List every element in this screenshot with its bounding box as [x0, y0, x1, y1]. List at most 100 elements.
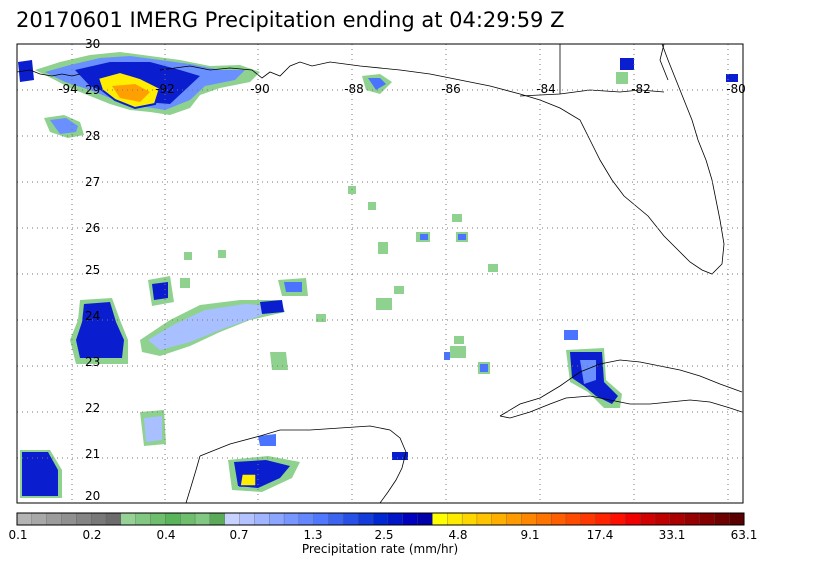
colorbar-label: 0.1 [8, 528, 28, 542]
lon-tick-label: -88 [344, 82, 364, 96]
colorbar-swatch [491, 512, 508, 526]
colorbar-swatch [180, 512, 196, 526]
colorbar-swatch [639, 512, 656, 526]
colorbar-swatch [254, 512, 270, 526]
colorbar-swatch [565, 512, 582, 526]
colorbar-swatch [654, 512, 671, 526]
colorbar-swatch [729, 512, 745, 526]
lat-tick-label: 30 [85, 37, 100, 51]
colorbar-swatch [417, 512, 433, 526]
colorbar-swatch [476, 512, 493, 526]
precip-cell [270, 352, 288, 370]
colorbar-swatch [536, 512, 552, 526]
colorbar-swatch [61, 512, 77, 526]
map-title: 20170601 IMERG Precipitation ending at 0… [16, 8, 565, 32]
lon-tick-label: -84 [536, 82, 556, 96]
colorbar-swatch [194, 512, 211, 526]
colorbar-swatch [610, 512, 626, 526]
colorbar-swatch [372, 512, 389, 526]
precip-cell [112, 84, 150, 102]
colorbar-swatch [402, 512, 419, 526]
colorbar-swatch [358, 512, 374, 526]
lon-tick-labels: -94 -92 -90 -88 -86 -84 -82 -80 [58, 82, 746, 96]
precip-cell [152, 282, 168, 300]
lat-tick-label: 22 [85, 401, 100, 415]
precip-cell [392, 452, 408, 460]
colorbar-swatch [135, 512, 152, 526]
precip-cell [616, 72, 628, 84]
colorbar-swatch [283, 512, 300, 526]
plot-frame [16, 43, 744, 504]
colorbar-swatch [387, 512, 404, 526]
colorbar-swatch [46, 512, 63, 526]
colorbar-swatch [714, 512, 730, 526]
colorbar-swatch [595, 512, 612, 526]
colorbar-swatch [120, 512, 137, 526]
lon-tick-label: -94 [58, 82, 78, 96]
precip-cell [620, 58, 634, 70]
lat-tick-label: 20 [85, 489, 100, 503]
colorbar-label: 1.3 [303, 528, 323, 542]
lat-tick-label: 21 [85, 447, 100, 461]
colorbar-swatch [91, 512, 107, 526]
colorbar-swatch [432, 512, 448, 526]
colorbar-label: 0.4 [156, 528, 176, 542]
colorbar-swatch [224, 512, 241, 526]
colorbar-label: 0.2 [82, 528, 102, 542]
colorbar-label: 4.8 [448, 528, 468, 542]
colorbar-swatch [521, 512, 537, 526]
colorbar-swatch [298, 512, 315, 526]
colorbar-label: 33.1 [658, 528, 686, 542]
coastline [17, 44, 743, 503]
colorbar-label: 9.1 [520, 528, 540, 542]
lon-tick-label: -82 [631, 82, 651, 96]
precip-cell [564, 330, 578, 340]
precip-cell [258, 434, 276, 446]
lat-tick-label: 27 [85, 175, 100, 189]
colorbar-swatch [447, 512, 463, 526]
colorbar-swatch [313, 512, 330, 526]
grid-lines [17, 44, 743, 503]
colorbar-swatch [269, 512, 285, 526]
precip-cell [284, 282, 302, 292]
precip-cell [144, 416, 162, 442]
lat-tick-labels: 30 29 28 27 26 25 24 23 22 21 20 [85, 37, 100, 503]
colorbar-swatch [625, 512, 641, 526]
colorbar-swatch [550, 512, 567, 526]
colorbar-swatch [684, 512, 701, 526]
colorbar-swatch [328, 512, 344, 526]
precip-cell [76, 302, 124, 358]
precip-layer [18, 52, 738, 498]
lat-tick-label: 26 [85, 221, 100, 235]
colorbar-swatch [461, 512, 478, 526]
precip-cell [148, 304, 275, 350]
precip-cell [368, 78, 386, 90]
colorbar-swatch [150, 512, 166, 526]
colorbar-swatch [76, 512, 92, 526]
precip-cell [239, 473, 257, 487]
colorbar-swatch [105, 512, 122, 526]
precip-cell [50, 118, 78, 134]
colorbar-label: 2.5 [374, 528, 394, 542]
colorbar-label: 17.4 [586, 528, 614, 542]
lat-tick-label: 29 [85, 83, 100, 97]
colorbar-frame [16, 512, 745, 526]
precip-cell [260, 300, 284, 314]
colorbar-swatch [669, 512, 686, 526]
lat-tick-label: 25 [85, 263, 100, 277]
lat-tick-label: 24 [85, 309, 100, 323]
colorbar [16, 512, 745, 526]
colorbar-swatch [31, 512, 48, 526]
colorbar-swatch [580, 512, 597, 526]
colorbar-label: 0.7 [229, 528, 249, 542]
colorbar-title: Precipitation rate (mm/hr) [301, 542, 459, 556]
colorbar-label: 63.1 [730, 528, 758, 542]
lon-tick-label: -92 [155, 82, 175, 96]
colorbar-swatch [165, 512, 181, 526]
colorbar-swatch [506, 512, 522, 526]
lon-tick-label: -80 [726, 82, 746, 96]
colorbar-swatch [343, 512, 359, 526]
colorbar-swatch [209, 512, 226, 526]
lon-tick-label: -90 [250, 82, 270, 96]
